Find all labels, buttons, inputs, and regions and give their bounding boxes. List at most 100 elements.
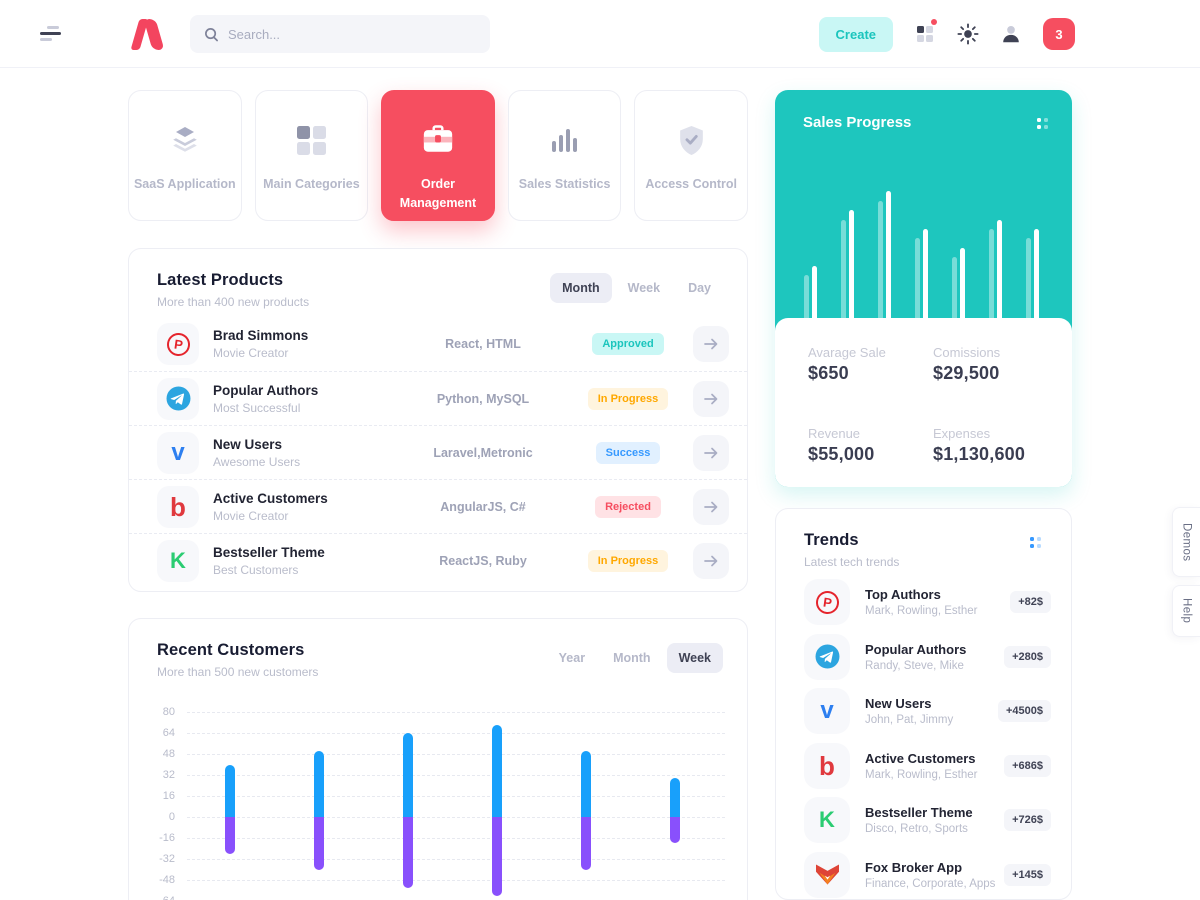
trend-name[interactable]: Bestseller Theme [865,805,973,821]
latest-products-list: P Brad Simmons Movie Creator React, HTML App… [129,317,747,587]
category-cards-row: SaaS Application Main Categories Order Man… [128,90,748,221]
recent-customers-subtitle: More than 500 new customers [157,665,319,679]
category-card-label: Sales Statistics [518,177,611,191]
trends-panel: Trends Latest tech trends P Top Authors Ma… [775,508,1072,900]
product-row: b Active Customers Movie Creator AngularJS,… [129,479,747,533]
trend-name[interactable]: Fox Broker App [865,859,963,875]
latest-products-tab-week[interactable]: Week [627,281,661,295]
category-card-order-management[interactable]: Order Management [381,90,495,221]
demos-side-tab[interactable]: Demos [1172,507,1200,577]
row-arrow-button[interactable] [693,434,729,471]
product-row: P Brad Simmons Movie Creator React, HTML App… [129,317,747,371]
category-card-saas-application[interactable]: SaaS Application [128,90,242,221]
product-name[interactable]: Active Customers [213,490,328,506]
user-icon[interactable] [1000,23,1022,45]
row-arrow-button[interactable] [693,380,729,417]
recent-customers-tab-month[interactable]: Month [613,651,651,665]
category-card-main-categories[interactable]: Main Categories [254,90,369,221]
search-input[interactable] [228,26,468,42]
layers-icon [169,123,201,157]
product-subtitle: Awesome Users [213,454,301,469]
stat-label: Revenue [808,425,861,441]
sales-bar-group [915,229,928,318]
trend-amount-badge: +4500$ [997,700,1051,723]
gridline [187,754,725,755]
trend-row: b Active Customers Mark, Rowling, Esther +6… [776,739,1071,794]
pinterest-icon: P [804,579,850,626]
latest-products-tab-day[interactable]: Day [688,281,711,295]
apps-grid-icon[interactable] [914,19,937,45]
latest-products-title: Latest Products [157,271,284,289]
sales-stat: Avarage Sale $650 [808,345,933,407]
product-subtitle: Movie Creator [213,508,289,523]
recent-customers-panel: Recent Customers More than 500 new custo… [128,618,748,900]
search-bar[interactable] [190,15,490,53]
row-arrow-button[interactable] [693,326,729,362]
trend-amount-badge: +145$ [1004,863,1051,886]
gridline [187,775,725,776]
stat-value: $650 [808,363,849,383]
sun-icon[interactable] [957,23,979,45]
sales-stat: Expenses $1,130,600 [933,426,1058,488]
briefcase-icon [422,123,454,157]
latest-products-tab-month[interactable]: Month [550,273,612,303]
category-card-access-control[interactable]: Access Control [634,90,748,221]
product-subtitle: Most Successful [213,400,301,415]
sidebar-toggle-icon[interactable] [40,26,62,41]
trend-description: Disco, Retro, Sports [865,823,968,836]
trend-name[interactable]: Top Authors [865,587,941,603]
app-logo[interactable] [129,16,167,52]
row-arrow-button[interactable] [693,542,729,579]
recent-customers-tab-year[interactable]: Year [558,651,586,665]
sales-bar-group [952,248,965,318]
product-tech: React, HTML [445,337,521,351]
status-badge: In Progress [587,387,669,410]
sales-stat: Comissions $29,500 [933,345,1058,407]
product-name[interactable]: Bestseller Theme [213,544,325,560]
y-axis-tick: -16 [159,832,175,844]
product-row: K Bestseller Theme Best Customers ReactJS, … [129,533,747,587]
category-card-sales-statistics[interactable]: Sales Statistics [507,90,622,221]
row-arrow-button[interactable] [693,488,729,525]
customers-bar-negative [314,817,324,870]
more-options-icon[interactable] [1037,118,1048,129]
customers-bar-positive [670,777,680,817]
latest-products-tabs: Month Week Day [550,273,723,303]
product-name[interactable]: Popular Authors [213,382,319,398]
sales-progress-chart [804,188,1039,318]
y-axis-tick: 64 [162,727,175,739]
customers-bar-negative [581,817,591,870]
status-badge: In Progress [587,549,669,572]
sales-bar-group [1026,229,1039,318]
product-name[interactable]: Brad Simmons [213,328,309,343]
trend-name[interactable]: Popular Authors [865,641,967,657]
help-side-tab[interactable]: Help [1172,585,1200,637]
sales-progress-card: Sales Progress Avarage Sale $650 Comission… [775,90,1072,487]
latest-products-panel: Latest Products More than 400 new produc… [128,248,748,592]
sales-stat: Revenue $55,000 [808,426,933,488]
recent-customers-title: Recent Customers [157,641,305,659]
stat-value: $55,000 [808,443,875,464]
fox-icon [804,851,850,898]
gridline [187,838,725,839]
latest-products-subtitle: More than 400 new products [157,295,310,309]
product-name[interactable]: New Users [213,436,283,452]
product-row: v New Users Awesome Users Laravel,Metronic S… [129,425,747,479]
trend-description: John, Pat, Jimmy [865,714,954,727]
trend-name[interactable]: Active Customers [865,750,976,766]
search-icon [205,27,218,41]
notification-count-badge[interactable]: 3 [1043,18,1075,50]
trend-row: v New Users John, Pat, Jimmy +4500$ [776,684,1071,739]
customers-bar-positive [403,733,413,817]
sales-bar-group [841,210,854,318]
y-axis-tick: 0 [168,811,175,823]
sales-bar-group [878,191,891,318]
trend-name[interactable]: New Users [865,696,932,712]
more-options-icon[interactable] [1030,537,1041,548]
trend-row: Popular Authors Randy, Steve, Mike +280$ [776,630,1071,685]
create-button[interactable]: Create [818,16,893,52]
product-row: Popular Authors Most Successful Python, My… [129,371,747,425]
y-axis-tick: 80 [162,706,175,718]
trend-amount-badge: +280$ [1004,645,1051,668]
recent-customers-tab-week[interactable]: Week [666,643,723,673]
